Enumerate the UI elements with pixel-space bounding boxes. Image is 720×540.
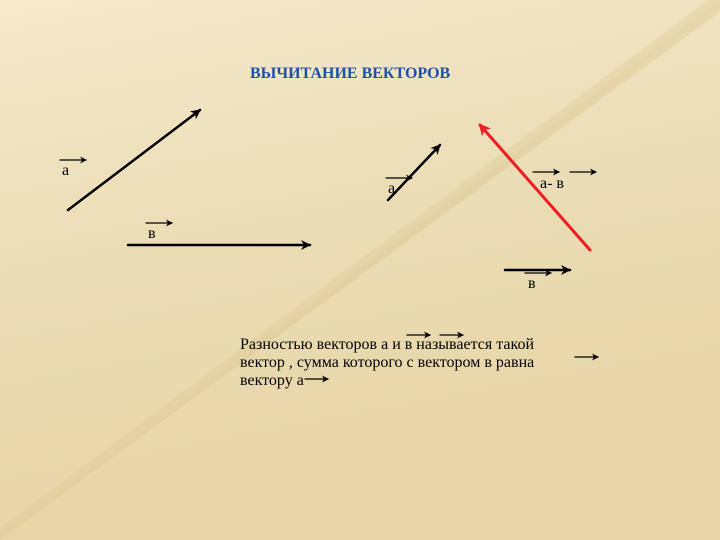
definition-line-1: Разностью векторов а и в называется тако…	[240, 336, 534, 354]
label-a-right: а	[388, 180, 395, 198]
vector-a-left	[68, 110, 200, 210]
label-a-minus-b: а- в	[540, 175, 564, 193]
label-a-left: а	[62, 162, 69, 180]
label-b-left: в	[148, 225, 156, 243]
definition-line-3: вектору а	[240, 372, 534, 390]
definition-line-2: вектор , сумма которого с вектором в рав…	[240, 354, 534, 372]
definition-text: Разностью векторов а и в называется тако…	[240, 336, 534, 390]
diagram-canvas	[0, 0, 720, 540]
vector-a-right	[388, 145, 440, 200]
vector-a-minus-b	[480, 125, 590, 250]
label-b-right: в	[528, 275, 536, 293]
